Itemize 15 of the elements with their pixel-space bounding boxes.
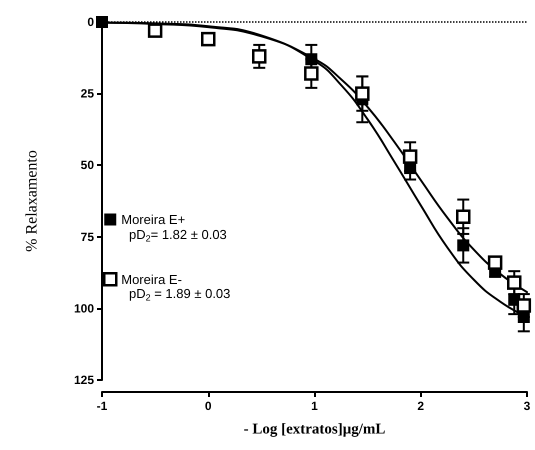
y-tick-label: 100 (74, 301, 94, 316)
y-tick-label: 50 (80, 158, 94, 172)
x-tick-label: 1 (311, 399, 318, 413)
y-axis-title: % Relaxamento (24, 150, 40, 252)
x-tick-label: 3 (524, 399, 531, 413)
y-tick-label: 75 (80, 230, 94, 244)
y-tick-label: 125 (74, 373, 94, 387)
y-tick-label: 0 (87, 15, 94, 29)
legend-label: Moreira E+ (121, 212, 186, 227)
y-tick-label: 25 (80, 86, 94, 101)
x-tick-label: -1 (96, 399, 108, 413)
x-tick-label: 2 (417, 399, 424, 413)
x-tick-label: 0 (204, 399, 212, 413)
legend-label: Moreira E- (121, 272, 182, 287)
x-axis-title: - Log [extratos]μg/mL (244, 422, 386, 438)
